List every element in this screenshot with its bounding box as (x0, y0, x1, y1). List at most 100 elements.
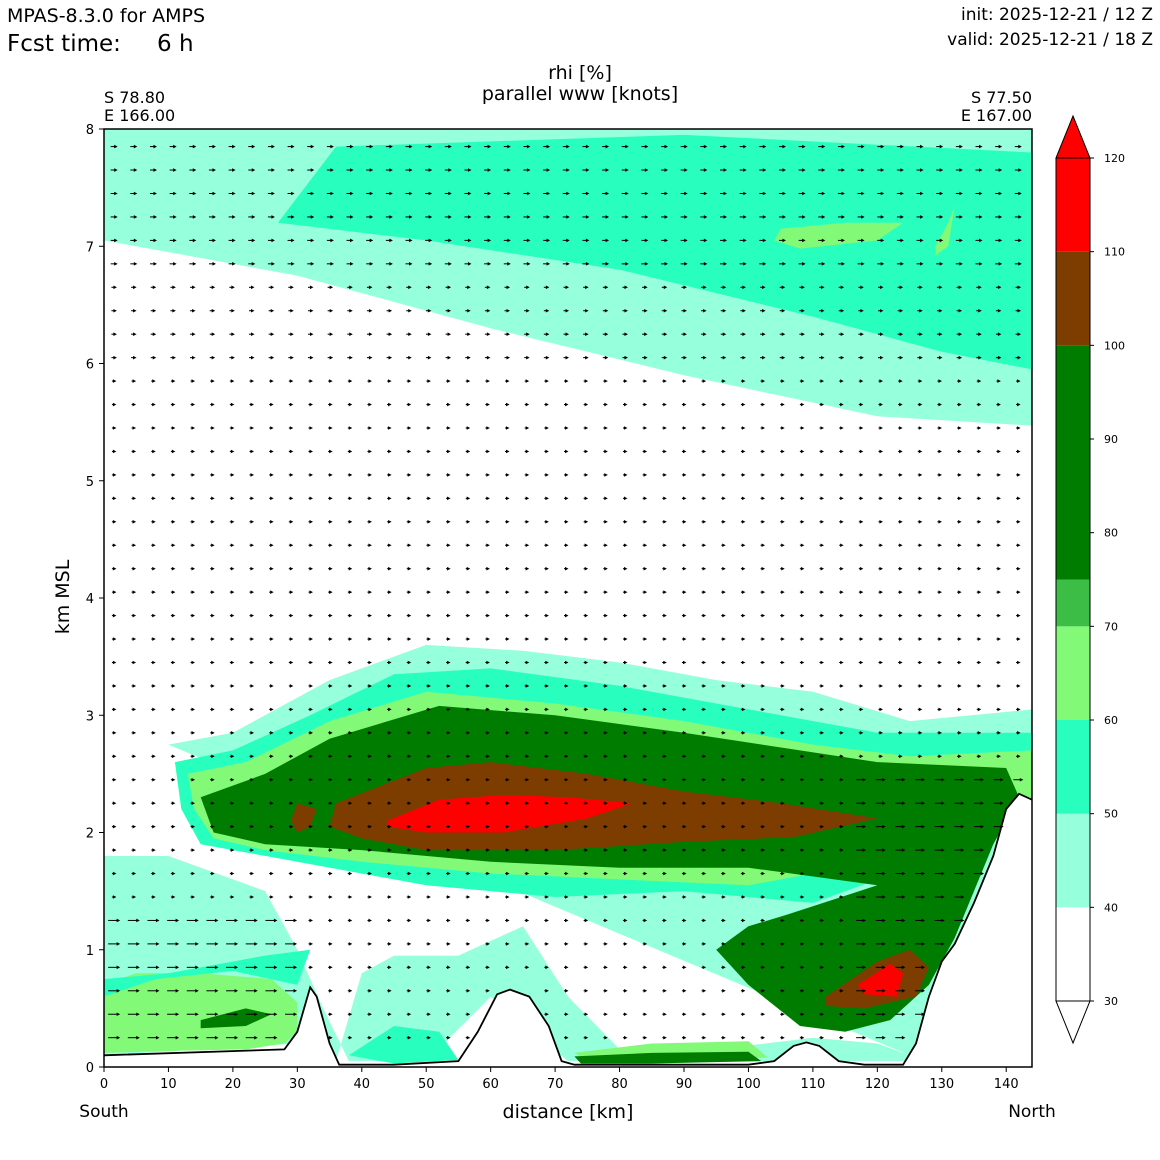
wind-arrow (839, 848, 844, 852)
wind-arrow (720, 285, 727, 290)
wind-arrow (367, 988, 372, 993)
wind-arrow (976, 519, 982, 524)
wind-arrow (426, 824, 431, 829)
wind-arrow (307, 191, 315, 196)
wind-arrow (995, 262, 1003, 266)
wind-arrow (170, 613, 176, 618)
wind-arrow (288, 637, 294, 641)
wind-arrow (642, 613, 648, 618)
wind-arrow (229, 496, 235, 501)
wind-arrow (406, 988, 412, 993)
wind-arrow (308, 848, 313, 852)
wind-arrow (895, 918, 906, 923)
wind-arrow (229, 590, 235, 594)
wind-arrow (875, 848, 886, 852)
wind-arrow (701, 777, 707, 782)
wind-arrow (210, 777, 215, 782)
wind-arrow (229, 308, 235, 313)
wind-arrow (877, 168, 885, 172)
wind-arrow (170, 543, 176, 548)
wind-arrow (190, 590, 196, 594)
wind-arrow (288, 801, 294, 805)
wind-arrow (760, 1012, 766, 1017)
wind-arrow (464, 215, 472, 219)
wind-arrow (151, 613, 156, 618)
wind-arrow (149, 144, 157, 149)
wind-arrow (465, 824, 471, 829)
wind-arrow (425, 355, 432, 360)
wind-arrow (642, 988, 648, 993)
wind-arrow (367, 754, 372, 759)
wind-arrow (622, 871, 628, 876)
wind-arrow (681, 285, 687, 290)
wind-arrow (661, 285, 668, 290)
wind-arrow (387, 519, 392, 524)
wind-arrow (111, 895, 117, 899)
wind-arrow (662, 965, 667, 970)
wind-arrow (406, 496, 412, 501)
wind-arrow (308, 871, 313, 876)
wind-arrow (131, 566, 137, 571)
wind-arrow (170, 824, 176, 829)
wind-arrow (780, 1012, 785, 1017)
wind-arrow (485, 848, 490, 852)
wind-arrow (426, 402, 431, 407)
wind-arrow (544, 496, 549, 501)
wind-arrow (895, 824, 906, 829)
wind-arrow (287, 191, 295, 196)
wind-arrow (131, 426, 137, 430)
colorbar-extend-max (1055, 114, 1091, 159)
wind-arrow (131, 449, 137, 454)
wind-arrow (464, 168, 472, 172)
wind-arrow (150, 355, 157, 360)
wind-arrow (1016, 426, 1021, 430)
wind-arrow (131, 519, 137, 524)
wind-arrow (387, 965, 392, 970)
wind-arrow (839, 1035, 844, 1040)
wind-arrow (799, 590, 805, 594)
wind-arrow (111, 566, 117, 571)
x-tick-label: 20 (225, 1077, 242, 1092)
wind-arrow (406, 824, 412, 829)
wind-arrow (839, 637, 844, 641)
wind-arrow (406, 684, 412, 688)
y-tick-label: 1 (86, 944, 94, 959)
colorbar-tick-label: 70 (1104, 620, 1118, 633)
wind-arrow (190, 402, 196, 407)
wind-arrow (485, 543, 490, 548)
wind-arrow (387, 777, 392, 782)
wind-arrow (858, 426, 864, 430)
wind-arrow (226, 1012, 239, 1017)
wind-arrow (721, 402, 726, 407)
wind-arrow (875, 965, 886, 970)
wind-arrow (446, 777, 451, 782)
wind-arrow (780, 637, 785, 641)
wind-arrow (917, 473, 923, 477)
wind-arrow (818, 144, 826, 149)
wind-arrow (562, 191, 570, 196)
wind-arrow (837, 262, 845, 266)
wind-arrow (347, 988, 353, 993)
wind-arrow (563, 355, 569, 360)
wind-arrow (367, 637, 372, 641)
wind-arrow (917, 402, 923, 407)
wind-arrow (937, 707, 942, 712)
wind-arrow (524, 754, 530, 759)
wind-arrow (130, 215, 138, 219)
right-end-lat: S 77.50 (971, 88, 1032, 107)
wind-arrow (898, 426, 903, 430)
x-tick-label: 110 (800, 1077, 825, 1092)
wind-arrow (700, 168, 708, 172)
wind-arrow (917, 355, 923, 360)
wind-arrow (877, 355, 884, 360)
wind-arrow (186, 988, 199, 993)
wind-arrow (799, 988, 805, 993)
wind-arrow (954, 871, 965, 876)
wind-arrow (954, 801, 965, 805)
wind-arrow (818, 191, 826, 196)
wind-arrow (642, 801, 648, 805)
wind-arrow (465, 895, 471, 899)
wind-arrow (740, 1012, 746, 1017)
wind-arrow (780, 613, 785, 618)
wind-arrow (544, 660, 549, 665)
